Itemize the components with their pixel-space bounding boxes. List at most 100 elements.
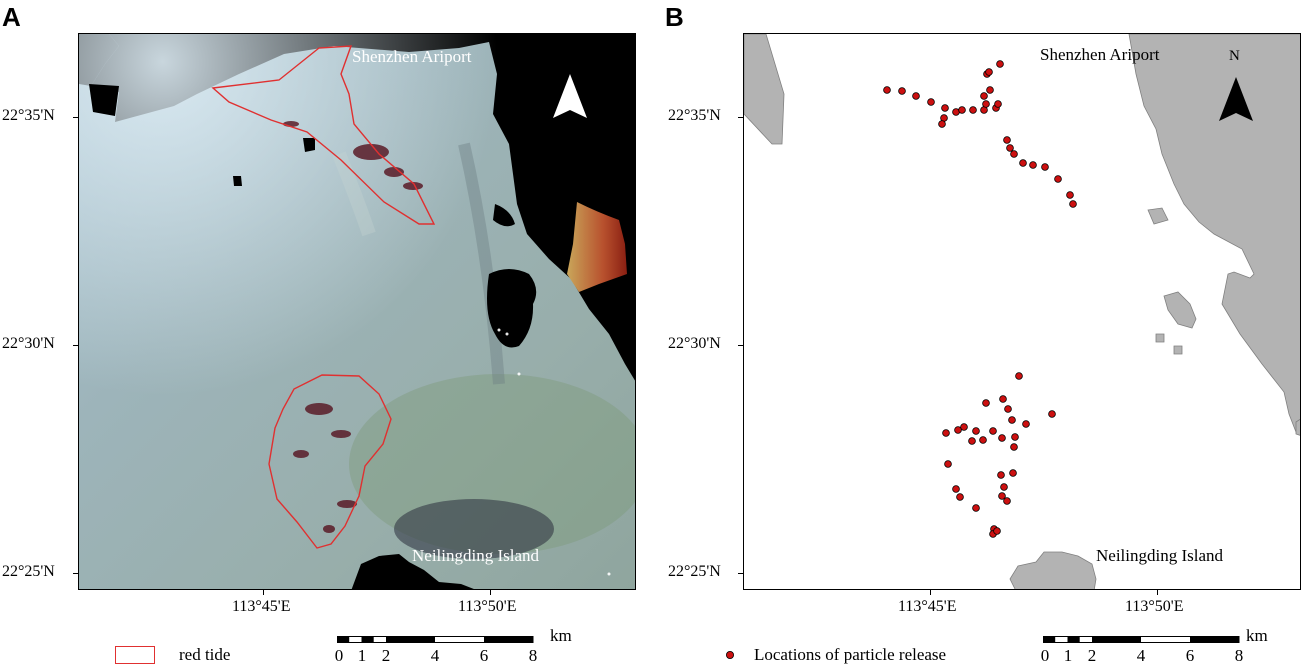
scale-tick-b-1: 1 [1063, 646, 1073, 665]
lat-label-a-3: 22°25'N [2, 563, 55, 580]
release-point-41 [954, 426, 962, 434]
release-point-22 [1019, 159, 1027, 167]
island-small-1 [1147, 207, 1169, 225]
release-point-23 [1029, 161, 1037, 169]
release-point-43 [979, 436, 987, 444]
release-point-31 [1004, 405, 1012, 413]
release-point-3 [927, 98, 935, 106]
scale-tick-b-6: 6 [1185, 646, 1195, 665]
release-point-28 [1015, 372, 1023, 380]
scale-tick-b-2: 2 [1087, 646, 1097, 665]
release-point-2 [912, 92, 920, 100]
release-point-11 [994, 100, 1002, 108]
scale-bar-b: km 0 1 2 4 6 8 [1040, 626, 1268, 665]
red-tide-outline-north [211, 45, 436, 225]
north-label-b: N [1229, 48, 1240, 64]
release-point-24 [1041, 163, 1049, 171]
release-point-25 [1054, 175, 1062, 183]
red-tide-swatch [115, 646, 155, 664]
release-point-30 [982, 399, 990, 407]
land-neilingding [1009, 551, 1097, 589]
release-point-13 [986, 86, 994, 94]
airport-label-a: Shenzhen Ariport [352, 47, 472, 66]
legend-red-tide: red tide [115, 645, 230, 665]
release-point-39 [1011, 433, 1019, 441]
lon-label-a-1: 113°45'E [232, 598, 291, 615]
release-point-33 [1008, 416, 1016, 424]
release-point-52 [972, 504, 980, 512]
island-small-4 [1173, 345, 1183, 355]
scale-tick-b-0: 0 [1040, 646, 1050, 665]
release-point-12 [980, 92, 988, 100]
release-point-51 [998, 492, 1006, 500]
island-label-b: Neilingding Island [1096, 546, 1224, 565]
lon-label-b-1: 113°45'E [898, 598, 957, 615]
release-point-49 [952, 485, 960, 493]
scale-unit-b: km [1246, 626, 1268, 645]
release-point-42 [968, 437, 976, 445]
island-small-3 [1155, 333, 1165, 343]
red-tide-outline-south [268, 374, 392, 549]
scale-bar-a: km 0 1 2 4 6 8 [334, 626, 572, 665]
release-point-47 [997, 471, 1005, 479]
release-point-45 [944, 460, 952, 468]
release-point-7 [969, 106, 977, 114]
release-point-50 [956, 493, 964, 501]
release-point-19 [1003, 136, 1011, 144]
panel-a-satellite-map: N Shenzhen Ariport Neilingding Island [78, 33, 636, 590]
release-point-swatch [726, 651, 734, 659]
land-east-edge [1295, 418, 1300, 436]
land-northwest [744, 34, 785, 145]
lat-label-b-3: 22°25'N [668, 563, 721, 580]
scale-tick-a-8: 8 [528, 646, 538, 665]
release-point-38 [998, 434, 1006, 442]
release-point-16 [996, 60, 1004, 68]
panel-b-letter: B [665, 2, 684, 32]
north-arrow-b-icon [1219, 77, 1253, 121]
legend-particle-label: Locations of particle release [754, 645, 947, 664]
release-point-37 [989, 427, 997, 435]
scale-tick-a-4: 4 [430, 646, 440, 665]
release-point-40 [942, 429, 950, 437]
release-point-29 [999, 395, 1007, 403]
scale-tick-a-0: 0 [334, 646, 344, 665]
release-point-9 [982, 100, 990, 108]
scale-tick-a-6: 6 [479, 646, 489, 665]
lon-label-b-2: 113°50'E [1125, 598, 1184, 615]
release-point-35 [960, 423, 968, 431]
release-point-34 [1022, 420, 1030, 428]
scale-tick-a-2: 2 [381, 646, 391, 665]
north-label-a: N [564, 48, 575, 64]
lat-label-b-1: 22°35'N [668, 107, 721, 124]
release-point-27 [1069, 200, 1077, 208]
panel-a-letter: A [2, 2, 21, 32]
release-point-4 [941, 104, 949, 112]
scale-tick-b-4: 4 [1136, 646, 1146, 665]
release-point-56 [993, 527, 1001, 535]
panel-b-release-map: N Shenzhen Ariport Neilingding Island [743, 33, 1301, 590]
release-point-15 [985, 68, 993, 76]
scale-unit-a: km [550, 626, 572, 645]
release-point-32 [1048, 410, 1056, 418]
land-east-coast [1128, 34, 1300, 434]
release-point-46 [1009, 469, 1017, 477]
release-point-6 [958, 106, 966, 114]
release-point-44 [1010, 443, 1018, 451]
release-map [744, 34, 1300, 589]
scale-tick-a-1: 1 [357, 646, 367, 665]
release-point-20 [1006, 144, 1014, 152]
scale-tick-b-8: 8 [1234, 646, 1244, 665]
release-point-48 [1000, 483, 1008, 491]
lat-label-a-2: 22°30'N [2, 335, 55, 352]
release-point-26 [1066, 191, 1074, 199]
island-label-a: Neilingding Island [412, 546, 540, 565]
release-point-1 [898, 87, 906, 95]
airport-label-b: Shenzhen Ariport [1040, 45, 1160, 64]
lon-label-a-2: 113°50'E [458, 598, 517, 615]
particle-release-points [883, 60, 1077, 538]
legend-red-tide-label: red tide [179, 645, 231, 664]
release-point-21 [1010, 150, 1018, 158]
lat-label-b-2: 22°30'N [668, 335, 721, 352]
release-point-36 [972, 427, 980, 435]
release-point-18 [938, 120, 946, 128]
